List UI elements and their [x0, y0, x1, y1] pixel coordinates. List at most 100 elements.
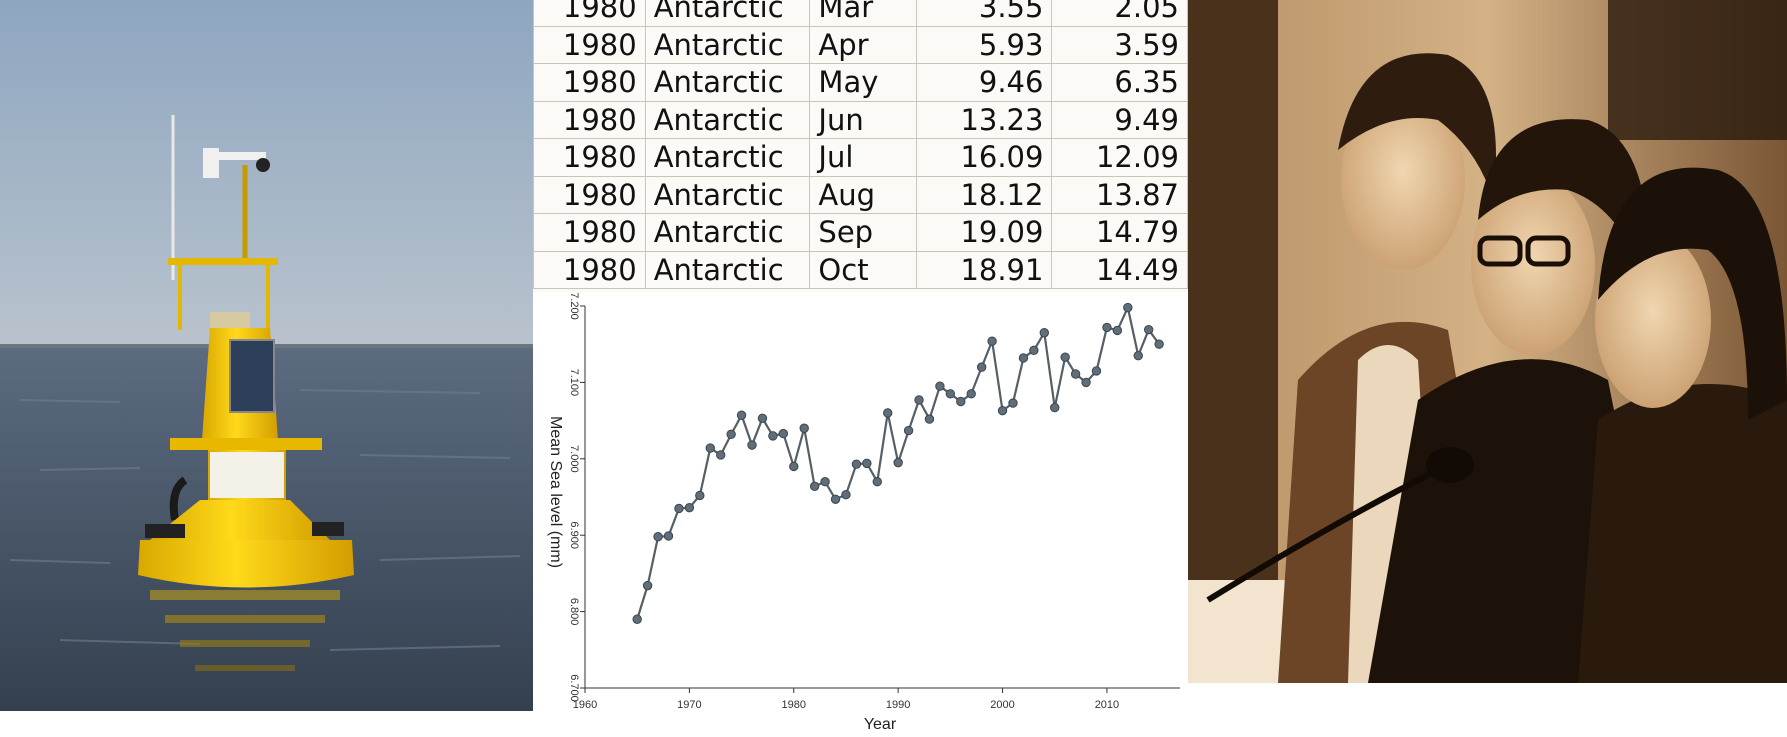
buoy-photo	[0, 0, 533, 711]
value2-cell: 9.49	[1051, 100, 1188, 139]
chart-axes	[584, 306, 1180, 689]
table-row: 1980 Antarctic Jul 16.09 12.09	[533, 138, 1188, 177]
table-row: 1980 Antarctic Jun 13.23 9.49	[533, 100, 1188, 139]
data-point	[736, 410, 747, 420]
table-row: 1980 Antarctic May 9.46 6.35	[533, 63, 1188, 102]
value2-cell: 3.59	[1051, 25, 1188, 64]
data-point	[1091, 366, 1102, 376]
x-tick-label: 1970	[677, 699, 701, 711]
data-point	[1154, 339, 1164, 349]
y-tick-label: 6.700	[568, 674, 580, 702]
value1-cell: 5.93	[915, 25, 1053, 64]
x-tick-label: 1980	[782, 699, 806, 711]
data-point	[1143, 324, 1154, 335]
data-point	[757, 413, 768, 424]
data-point	[883, 408, 893, 418]
data-point	[820, 477, 830, 487]
sea-level-chart: 1960 1970 1980 1990 2000 2010 6.700 6.800 6.900 7…	[533, 292, 1188, 737]
data-point	[653, 532, 663, 542]
data-point	[851, 459, 862, 469]
data-point	[893, 457, 903, 468]
data-table-panel: 1980 Antarctic Mar 3.55 2.05 1980 Antarctic Apr…	[533, 0, 1188, 292]
x-axis-label: Year	[864, 716, 897, 733]
data-point	[1112, 325, 1123, 336]
value2-cell: 13.87	[1051, 175, 1188, 214]
data-point	[903, 425, 914, 436]
data-point	[705, 443, 715, 453]
data-point	[747, 440, 757, 450]
data-point	[642, 580, 653, 591]
year-cell: 1980	[533, 100, 646, 139]
value1-cell: 18.12	[915, 175, 1053, 214]
table-row: 1980 Antarctic Sep 19.09 14.79	[533, 213, 1188, 252]
month-cell: Mar	[809, 0, 917, 27]
value2-cell: 2.05	[1051, 0, 1188, 27]
region-cell: Antarctic	[644, 213, 811, 252]
data-point	[1039, 328, 1049, 338]
data-table: 1980 Antarctic Mar 3.55 2.05 1980 Antarctic Apr…	[533, 0, 1188, 289]
data-point	[726, 429, 736, 440]
month-cell: May	[809, 63, 917, 102]
month-cell: Sep	[809, 213, 917, 252]
table-row: 1980 Antarctic Apr 5.93 3.59	[533, 25, 1188, 64]
year-cell: 1980	[533, 213, 646, 252]
data-point	[966, 389, 976, 399]
data-point	[789, 461, 799, 472]
data-point	[872, 477, 882, 487]
y-tick-label: 6.900	[568, 521, 580, 549]
value2-cell: 6.35	[1051, 63, 1188, 102]
year-cell: 1980	[533, 25, 646, 64]
data-point	[956, 396, 966, 407]
data-point	[1050, 402, 1060, 413]
value2-cell: 14.79	[1051, 213, 1188, 252]
x-tick-label: 1990	[886, 699, 910, 711]
value1-cell: 18.91	[915, 250, 1053, 289]
year-cell: 1980	[533, 250, 646, 289]
data-point	[997, 405, 1008, 416]
data-point	[1133, 350, 1143, 361]
table-row: 1980 Antarctic Oct 18.91 14.49	[533, 250, 1188, 289]
panel-discussion-photo	[1188, 0, 1787, 683]
data-point	[987, 336, 997, 346]
chart-svg: 1960 1970 1980 1990 2000 2010 6.700 6.800 6.900 7…	[547, 292, 1180, 733]
data-point	[945, 389, 956, 399]
month-cell: Jun	[809, 100, 917, 139]
y-tick-label: 7.100	[568, 369, 580, 397]
table-row: 1980 Antarctic Aug 18.12 13.87	[533, 175, 1188, 214]
data-point	[663, 531, 674, 541]
data-point	[674, 503, 684, 514]
value2-cell: 12.09	[1051, 138, 1188, 177]
year-cell: 1980	[533, 0, 646, 27]
y-tick-label: 7.000	[568, 445, 580, 473]
data-point	[809, 481, 820, 492]
buoy-illustration	[0, 0, 533, 711]
month-cell: Jul	[809, 138, 917, 177]
data-point	[1123, 302, 1133, 313]
data-point	[1102, 322, 1112, 333]
data-point	[1081, 377, 1091, 388]
x-tick-label: 2000	[990, 699, 1014, 711]
data-point	[1008, 398, 1018, 408]
data-point	[976, 362, 987, 372]
chart-series	[632, 302, 1164, 624]
x-tick-label: 2010	[1095, 699, 1119, 711]
month-cell: Apr	[809, 25, 917, 64]
data-point	[935, 381, 945, 391]
region-cell: Antarctic	[644, 100, 811, 139]
y-tick-label: 7.200	[568, 292, 580, 320]
value1-cell: 13.23	[915, 100, 1053, 139]
region-cell: Antarctic	[644, 25, 811, 64]
data-point	[632, 614, 642, 624]
region-cell: Antarctic	[644, 138, 811, 177]
data-point	[841, 490, 851, 500]
region-cell: Antarctic	[644, 250, 811, 289]
year-cell: 1980	[533, 175, 646, 214]
data-point	[695, 490, 705, 501]
data-point	[862, 458, 872, 469]
data-point	[684, 502, 695, 513]
value1-cell: 9.46	[915, 63, 1053, 102]
data-point	[716, 450, 726, 460]
data-point	[830, 494, 841, 504]
data-point	[1018, 353, 1029, 363]
people-illustration	[1188, 0, 1787, 683]
